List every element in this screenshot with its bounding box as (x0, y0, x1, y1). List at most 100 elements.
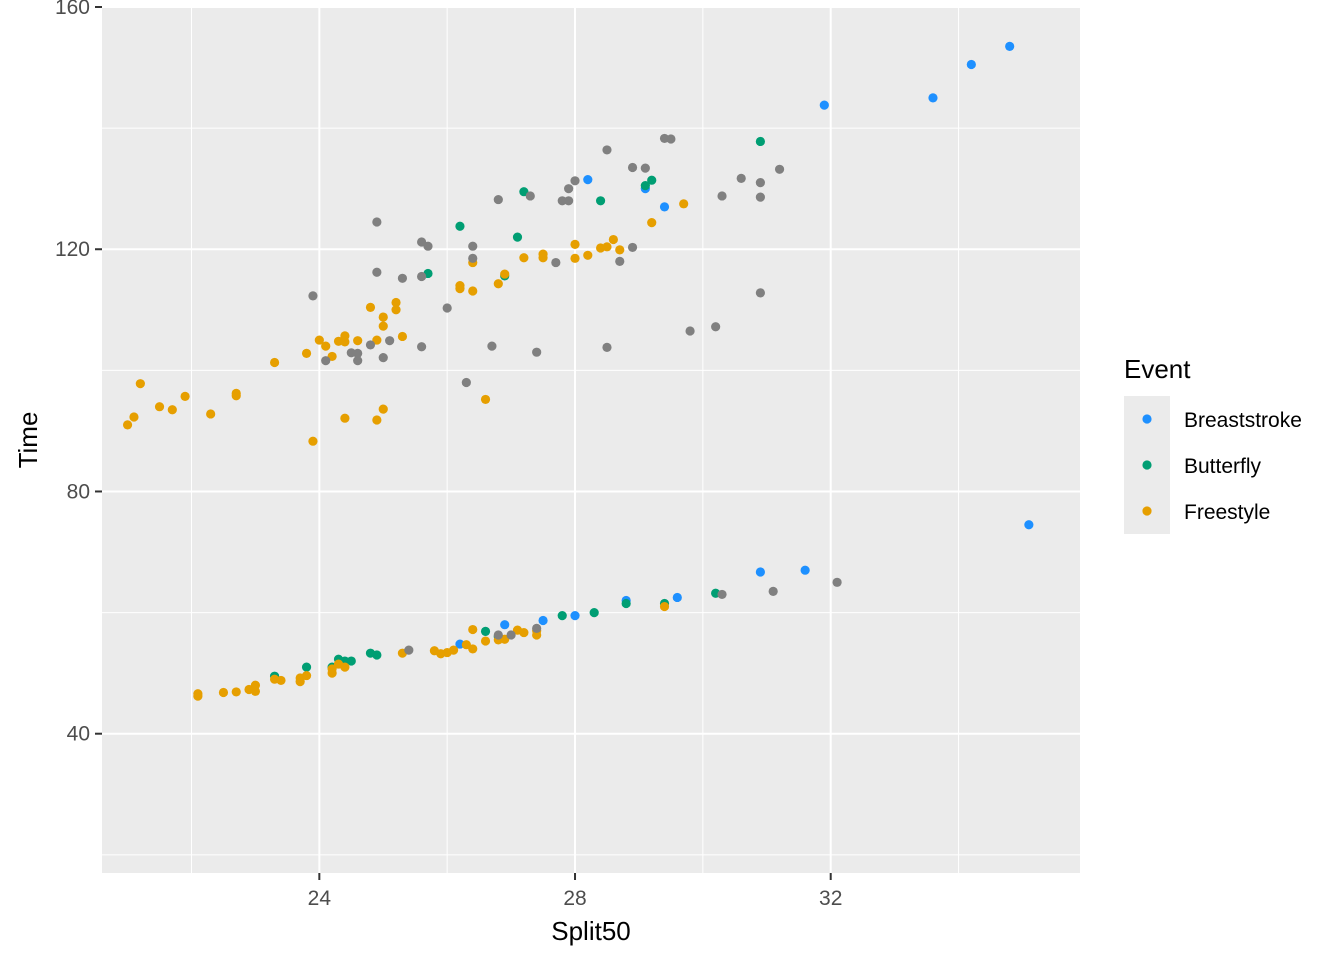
point-butterfly (647, 175, 657, 185)
point-freestyle (372, 415, 382, 425)
data-points (122, 41, 1034, 701)
point-unlabeled (487, 341, 497, 351)
point-freestyle (167, 405, 177, 415)
point-freestyle (448, 645, 459, 655)
legend-key-breaststroke (1142, 414, 1152, 424)
point-unlabeled (506, 630, 516, 640)
point-unlabeled (442, 303, 452, 313)
major-gridlines (102, 6, 1080, 873)
point-breaststroke (659, 202, 670, 212)
point-freestyle (340, 662, 350, 672)
point-breaststroke (500, 620, 510, 630)
x-tick-label: 28 (563, 887, 586, 910)
point-freestyle (615, 245, 625, 255)
point-freestyle (570, 253, 580, 263)
point-freestyle (340, 413, 350, 423)
y-tick-label: 160 (55, 0, 90, 19)
point-unlabeled (308, 291, 318, 301)
point-freestyle (519, 253, 529, 263)
point-freestyle (276, 675, 286, 686)
point-unlabeled (525, 191, 535, 201)
legend-label-freestyle: Freestyle (1184, 501, 1270, 524)
point-unlabeled (397, 273, 408, 283)
legend-key-butterfly (1142, 460, 1152, 470)
point-unlabeled (615, 256, 625, 266)
point-freestyle (532, 630, 542, 640)
point-freestyle (468, 644, 478, 654)
point-unlabeled (557, 196, 567, 206)
point-freestyle (301, 670, 312, 681)
point-unlabeled (532, 347, 542, 357)
point-unlabeled (602, 342, 612, 352)
point-unlabeled (736, 173, 746, 183)
point-unlabeled (468, 241, 478, 251)
point-unlabeled (532, 623, 542, 633)
point-freestyle (455, 284, 465, 294)
point-freestyle (314, 335, 324, 345)
point-freestyle (193, 689, 203, 699)
plot-panel (102, 7, 1080, 873)
point-butterfly (595, 196, 606, 206)
legend-key-freestyle (1142, 506, 1152, 516)
point-freestyle (353, 336, 363, 346)
point-unlabeled (755, 178, 765, 188)
point-butterfly (621, 598, 631, 609)
point-breaststroke (538, 615, 548, 626)
point-unlabeled (365, 340, 376, 350)
x-axis-label: Split50 (551, 916, 631, 946)
point-freestyle (250, 680, 261, 690)
point-freestyle (327, 664, 337, 674)
point-freestyle (365, 302, 376, 312)
point-unlabeled (564, 184, 574, 194)
point-freestyle (372, 335, 382, 345)
y-tick-label: 80 (67, 480, 90, 503)
point-butterfly (640, 181, 650, 191)
point-freestyle (378, 321, 388, 331)
point-freestyle (647, 217, 657, 228)
point-unlabeled (493, 194, 503, 205)
point-unlabeled (493, 630, 503, 640)
point-unlabeled (423, 241, 433, 251)
point-freestyle (480, 636, 491, 646)
point-unlabeled (564, 196, 574, 206)
point-freestyle (570, 239, 580, 249)
point-breaststroke (966, 59, 976, 70)
point-freestyle (583, 250, 593, 260)
point-breaststroke (755, 567, 765, 577)
point-unlabeled (768, 586, 778, 596)
point-unlabeled (602, 145, 612, 155)
point-freestyle (231, 391, 241, 401)
point-freestyle (308, 436, 318, 446)
point-freestyle (500, 269, 510, 279)
point-unlabeled (353, 348, 363, 358)
point-butterfly (589, 607, 599, 618)
point-unlabeled (551, 257, 561, 268)
point-freestyle (602, 242, 612, 252)
point-freestyle (397, 331, 408, 342)
point-unlabeled (711, 322, 721, 332)
point-freestyle (679, 199, 689, 209)
point-freestyle (538, 249, 548, 259)
point-unlabeled (321, 356, 331, 366)
point-unlabeled (640, 163, 650, 173)
point-unlabeled (832, 577, 842, 587)
point-unlabeled (372, 267, 382, 277)
y-axis: 40 80 120 160 (55, 0, 102, 746)
point-unlabeled (378, 353, 388, 363)
point-freestyle (295, 677, 305, 687)
point-unlabeled (417, 271, 427, 282)
point-butterfly (512, 232, 523, 242)
x-axis: 24 28 32 (308, 873, 842, 910)
point-butterfly (301, 662, 312, 672)
point-breaststroke (819, 100, 829, 110)
point-freestyle (122, 420, 133, 430)
point-unlabeled (755, 288, 765, 298)
point-butterfly (346, 656, 356, 666)
y-tick-label: 40 (67, 723, 90, 746)
legend-title: Event (1124, 354, 1191, 384)
point-unlabeled (417, 342, 427, 352)
point-freestyle (218, 687, 229, 698)
point-freestyle (378, 312, 388, 322)
legend-label-breaststroke: Breaststroke (1184, 409, 1302, 432)
legend-label-butterfly: Butterfly (1184, 455, 1262, 478)
